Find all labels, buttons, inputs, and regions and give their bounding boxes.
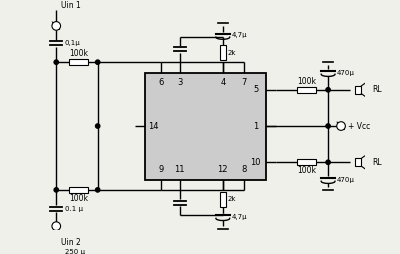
- Text: 3: 3: [177, 78, 182, 87]
- Text: 4,7µ: 4,7µ: [232, 33, 247, 38]
- Circle shape: [54, 60, 58, 64]
- Text: 100k: 100k: [297, 77, 316, 86]
- Text: 0,1µ: 0,1µ: [65, 40, 81, 46]
- Bar: [220, 45, 226, 60]
- Bar: [69, 59, 88, 65]
- Circle shape: [52, 222, 60, 230]
- Text: 100k: 100k: [69, 49, 88, 58]
- Text: 4,7µ: 4,7µ: [232, 214, 247, 220]
- Text: 250 µ: 250 µ: [65, 249, 85, 254]
- Bar: [69, 187, 88, 193]
- Text: RL: RL: [372, 85, 382, 94]
- Bar: [297, 159, 316, 165]
- Text: 7: 7: [242, 78, 247, 87]
- Text: 4: 4: [220, 78, 226, 87]
- Text: 14: 14: [148, 121, 159, 131]
- Text: 470µ: 470µ: [337, 177, 355, 183]
- Bar: [297, 87, 316, 93]
- Text: 1: 1: [253, 121, 258, 131]
- Circle shape: [52, 22, 60, 30]
- Bar: [355, 86, 361, 94]
- Text: 5: 5: [253, 85, 258, 94]
- Bar: [145, 73, 266, 180]
- Text: 100k: 100k: [297, 166, 316, 176]
- Text: RL: RL: [372, 158, 382, 167]
- Bar: [220, 192, 226, 207]
- Text: 12: 12: [218, 165, 228, 174]
- Circle shape: [54, 188, 58, 192]
- Circle shape: [96, 188, 100, 192]
- Circle shape: [326, 160, 330, 164]
- Text: 470µ: 470µ: [337, 70, 355, 75]
- Circle shape: [326, 124, 330, 128]
- Text: Uin 1: Uin 1: [60, 1, 80, 10]
- Text: 8: 8: [242, 165, 247, 174]
- Text: 2k: 2k: [228, 196, 236, 202]
- Text: 2k: 2k: [228, 50, 236, 56]
- Text: 10: 10: [250, 158, 261, 167]
- Text: 9: 9: [158, 165, 163, 174]
- Circle shape: [337, 122, 345, 130]
- Circle shape: [326, 88, 330, 92]
- Text: 100k: 100k: [69, 194, 88, 203]
- Text: 6: 6: [158, 78, 163, 87]
- Bar: [355, 158, 361, 166]
- Circle shape: [96, 124, 100, 128]
- Circle shape: [96, 60, 100, 64]
- Text: Uin 2: Uin 2: [60, 238, 80, 247]
- Text: 0.1 µ: 0.1 µ: [65, 206, 83, 212]
- Text: 11: 11: [174, 165, 185, 174]
- Text: + Vcc: + Vcc: [348, 121, 370, 131]
